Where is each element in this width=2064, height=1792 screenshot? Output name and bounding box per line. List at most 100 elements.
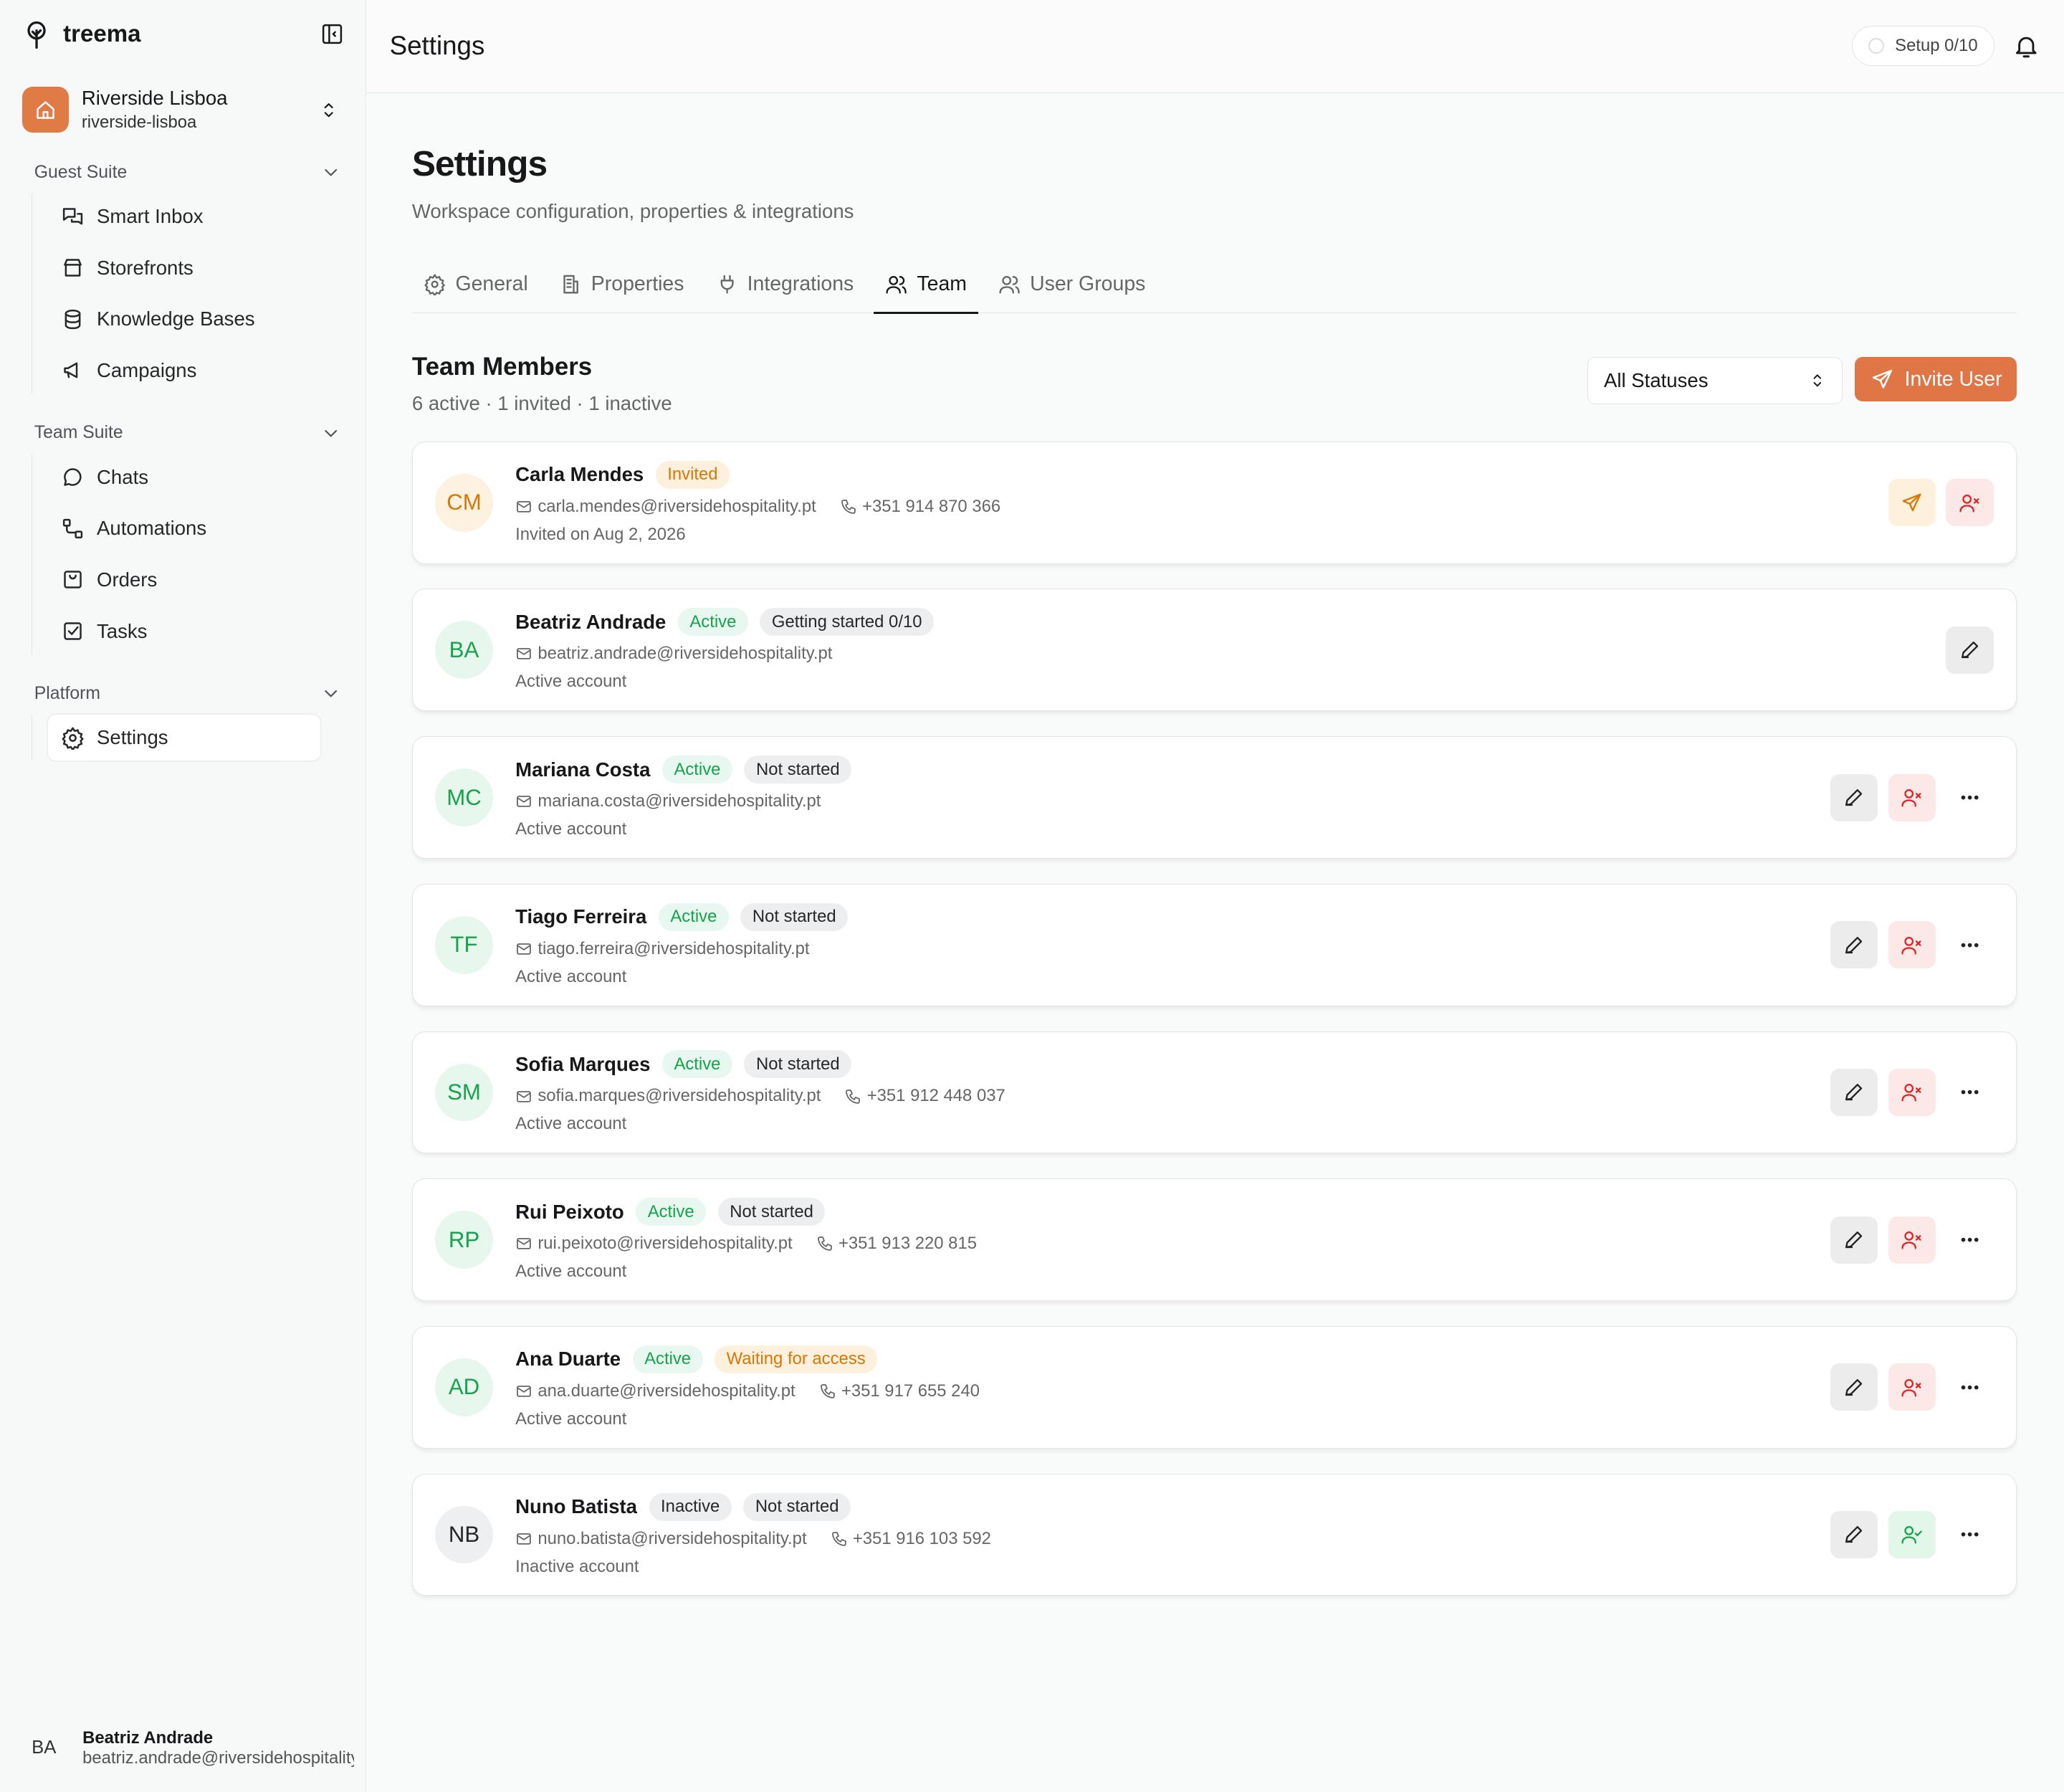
content: Settings Workspace configuration, propert… xyxy=(366,143,2063,1596)
nav-label: Orders xyxy=(97,568,158,591)
member-phone: +351 912 448 037 xyxy=(866,1086,1005,1106)
activate-button[interactable] xyxy=(1888,1511,1936,1559)
setup-button[interactable]: Setup 0/10 xyxy=(1852,26,1994,67)
edit-button[interactable] xyxy=(1830,1216,1878,1264)
avatar: RP xyxy=(435,1211,493,1269)
member-note: Active account xyxy=(515,1114,627,1134)
tabs: General Properties Integrations Team User Gr… xyxy=(411,256,2017,315)
remove-button[interactable] xyxy=(1888,1363,1936,1411)
section-header[interactable]: Team Suite xyxy=(34,423,342,444)
invite-button[interactable]: Invite User xyxy=(1854,356,2017,402)
nav-item[interactable]: Chats xyxy=(48,454,320,500)
more-button[interactable] xyxy=(1946,1069,1993,1116)
more-button[interactable] xyxy=(1946,774,1993,821)
tab-label: User Groups xyxy=(1030,272,1146,295)
check-icon xyxy=(61,619,85,643)
member-name: Nuno Batista xyxy=(515,1495,638,1518)
member-note: Invited on Aug 2, 2026 xyxy=(515,524,686,544)
page-subtitle: Workspace configuration, properties & in… xyxy=(411,200,854,223)
tab[interactable]: User Groups xyxy=(987,256,1157,314)
tab[interactable]: General xyxy=(412,256,540,314)
status-badge: Not started xyxy=(740,902,849,931)
bell-icon[interactable] xyxy=(2012,32,2040,60)
edit-button[interactable] xyxy=(1830,1363,1878,1411)
section-title: Guest Suite xyxy=(34,162,128,182)
actions xyxy=(1830,773,1994,821)
nav-label: Settings xyxy=(97,726,168,749)
remove-button[interactable] xyxy=(1888,1216,1936,1264)
nav-item[interactable]: Storefronts xyxy=(48,245,320,291)
member-info: Rui Peixoto Active Not started rui.peixoto@… xyxy=(515,1198,977,1282)
member-line: Mariana Costa Active Not started xyxy=(515,756,852,784)
remove-button[interactable] xyxy=(1888,921,1936,969)
section-title: Team Suite xyxy=(34,423,123,443)
more-button[interactable] xyxy=(1946,1216,1993,1264)
edit-button[interactable] xyxy=(1830,1511,1878,1559)
section-text: Team Members 6 active · 1 invited · 1 ina… xyxy=(412,353,672,415)
phone-icon xyxy=(819,1383,836,1400)
section-header[interactable]: Platform xyxy=(34,683,342,704)
actions xyxy=(1830,1216,1994,1264)
tab-label: General xyxy=(455,272,528,295)
avatar: MC xyxy=(435,768,493,826)
status-badge: Inactive xyxy=(649,1492,732,1521)
avatar: BA xyxy=(435,621,493,680)
workspace-logo xyxy=(22,87,69,133)
resend-icon xyxy=(1870,368,1894,391)
actions xyxy=(1830,921,1994,969)
status-badge: Invited xyxy=(655,460,730,489)
section-header[interactable]: Guest Suite xyxy=(34,162,342,183)
progress-ring xyxy=(1868,38,1885,54)
tab[interactable]: Integrations xyxy=(704,256,866,314)
phone-icon xyxy=(816,1235,833,1252)
member-email: nuno.batista@riversidehospitality.pt xyxy=(538,1528,807,1548)
nav-item[interactable]: Settings xyxy=(48,715,321,761)
member-info: Tiago Ferreira Active Not started tiago.fer… xyxy=(515,902,849,987)
sidebar: treema Riverside Lisboa riverside-lisboa Gu… xyxy=(0,0,366,1792)
member-line: Rui Peixoto Active Not started xyxy=(515,1198,977,1226)
remove-button[interactable] xyxy=(1888,1068,1936,1117)
edit-button[interactable] xyxy=(1830,773,1878,821)
nav-item[interactable]: Knowledge Bases xyxy=(48,296,320,342)
edit-button[interactable] xyxy=(1830,921,1878,969)
nav-label: Smart Inbox xyxy=(97,205,204,228)
member-card: RP Rui Peixoto Active Not started rui.peixot… xyxy=(411,1178,2017,1302)
tab[interactable]: Team xyxy=(873,256,979,315)
member-list: CM Carla Mendes Invited carla.mendes@rivers… xyxy=(411,441,2017,1596)
avatar: CM xyxy=(435,473,493,532)
nav-item[interactable]: Campaigns xyxy=(48,348,320,394)
phone-icon xyxy=(844,1088,861,1105)
workspace-text: Riverside Lisboa riverside-lisboa xyxy=(82,87,228,133)
member-email: beatriz.andrade@riversidehospitality.pt xyxy=(538,644,833,664)
status-filter[interactable]: All Statuses xyxy=(1587,356,1843,404)
workspace-switcher[interactable]: Riverside Lisboa riverside-lisboa xyxy=(22,87,344,133)
status-badge: Active xyxy=(632,1345,703,1373)
resend-button[interactable] xyxy=(1888,479,1936,527)
inbox-icon xyxy=(61,205,85,229)
user-profile[interactable]: BA Beatriz Andrade beatriz.andrade@riversi… xyxy=(32,1728,354,1768)
more-button[interactable] xyxy=(1946,1363,1993,1411)
mail-icon xyxy=(515,645,532,662)
nav-item[interactable]: Smart Inbox xyxy=(48,194,320,239)
member-info: Carla Mendes Invited carla.mendes@riversid… xyxy=(515,460,1000,545)
edit-button[interactable] xyxy=(1830,1068,1878,1117)
more-button[interactable] xyxy=(1946,921,1993,968)
edit-button[interactable] xyxy=(1946,626,1994,674)
tree-icon xyxy=(21,19,52,50)
chev-icon xyxy=(320,683,341,704)
nav-item[interactable]: Automations xyxy=(48,505,320,551)
tab-label: Team xyxy=(917,272,967,295)
remove-button[interactable] xyxy=(1946,479,1994,527)
nav-item[interactable]: Tasks xyxy=(48,608,320,654)
remove-button[interactable] xyxy=(1888,773,1936,821)
mail-icon xyxy=(515,1530,532,1548)
user-email: beatriz.andrade@riversidehospitality.pt xyxy=(82,1748,355,1768)
building-icon xyxy=(560,273,582,295)
nav-item[interactable]: Orders xyxy=(48,557,320,603)
contact-line: mariana.costa@riversidehospitality.pt xyxy=(515,791,851,811)
tab[interactable]: Properties xyxy=(548,256,696,314)
member-card: AD Ana Duarte Active Waiting for access ana.… xyxy=(411,1325,2017,1449)
more-button[interactable] xyxy=(1946,1511,1993,1558)
panel-icon[interactable] xyxy=(320,22,344,46)
